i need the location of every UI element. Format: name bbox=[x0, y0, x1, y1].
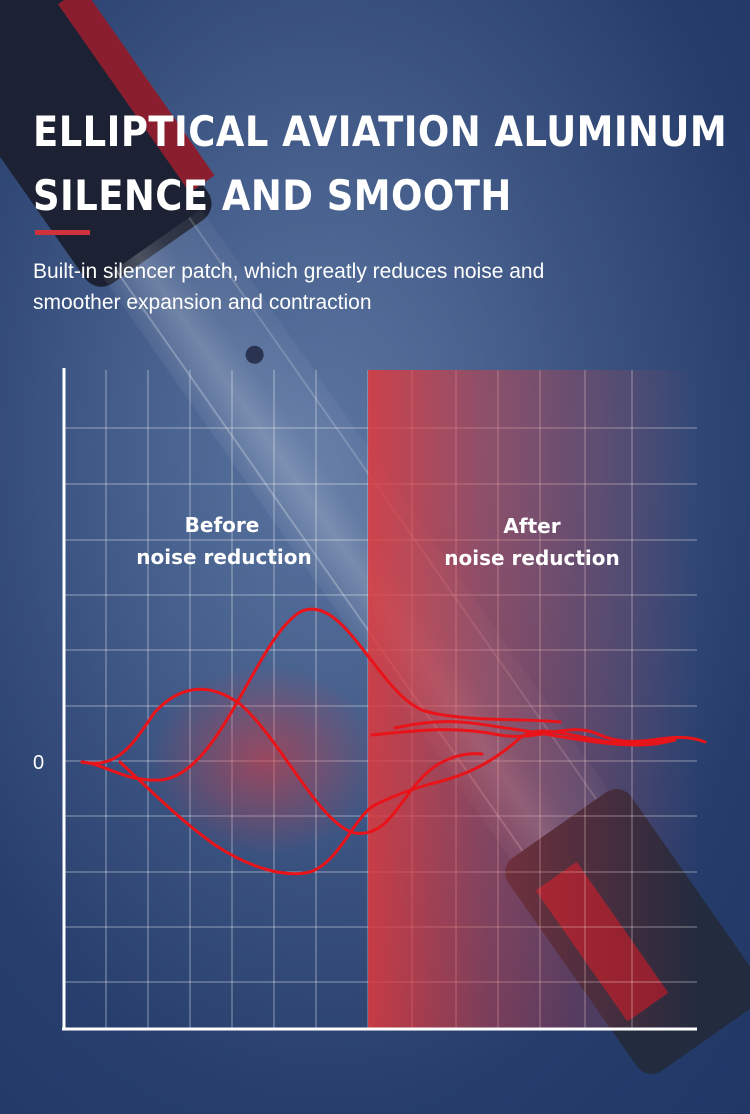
after-noise-wave-3 bbox=[393, 720, 677, 747]
before-noise-wave-1 bbox=[80, 607, 562, 782]
before-region-haze bbox=[150, 665, 380, 855]
before-label-line-1: Before bbox=[185, 513, 260, 537]
page-title: ELLIPTICAL AVIATION ALUMINUM SILENCE AND… bbox=[33, 100, 727, 228]
after-label-line-2: noise reduction bbox=[444, 546, 620, 570]
after-region-highlight bbox=[368, 370, 698, 1029]
after-noise-wave-2 bbox=[428, 729, 674, 786]
before-noise-wave-2 bbox=[80, 687, 484, 835]
before-label-line-2: noise reduction bbox=[136, 545, 312, 569]
before-noise-wave-3 bbox=[118, 760, 432, 876]
description-line-2: smoother expansion and contraction bbox=[33, 291, 372, 314]
title-line-2: SILENCE AND SMOOTH bbox=[33, 171, 512, 220]
title-line-1: ELLIPTICAL AVIATION ALUMINUM bbox=[33, 107, 728, 156]
feature-description: Built-in silencer patch, which greatly r… bbox=[33, 256, 713, 318]
description-line-1: Built-in silencer patch, which greatly r… bbox=[33, 260, 545, 283]
after-label-line-1: After bbox=[503, 514, 560, 538]
y-axis-zero-tick: 0 bbox=[33, 752, 44, 774]
title-accent-bar bbox=[35, 230, 90, 235]
